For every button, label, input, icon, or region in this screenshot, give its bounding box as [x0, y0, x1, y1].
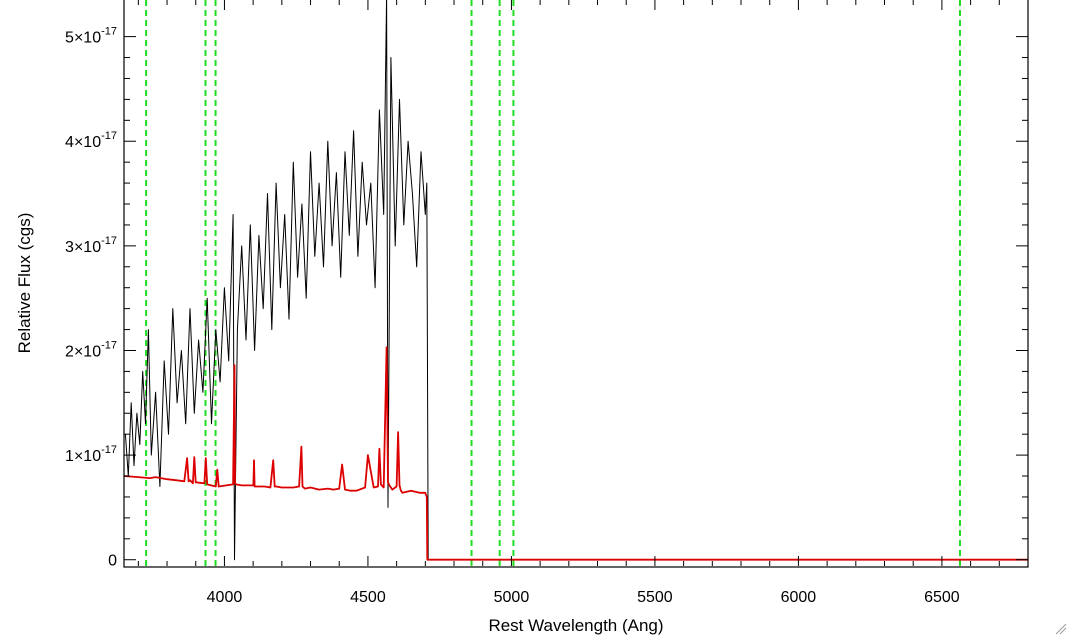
plot-frame: [123, 0, 1029, 568]
x-tick-label: 5500: [637, 589, 673, 606]
y-tick-label: 1×10-17: [65, 444, 117, 465]
spectrum-series-group: [123, 0, 1028, 561]
emission-line-markers: [145, 0, 961, 566]
x-axis-title: Rest Wavelength (Ang): [488, 616, 663, 635]
y-tick-label: 3×10-17: [65, 235, 117, 256]
spectrum-series-0: [124, 0, 1028, 561]
x-tick-label: 6500: [924, 589, 960, 606]
y-tick-label: 0: [108, 553, 117, 570]
x-tick-label: 6000: [781, 589, 817, 606]
spectrum-series-1: [123, 346, 1028, 561]
x-axis-ticks: 4000 4500 5000 5500 6000 6500: [137, 0, 1029, 606]
x-tick-label: 5000: [494, 589, 530, 606]
y-axis-title: Relative Flux (cgs): [15, 213, 34, 354]
y-tick-label: 5×10-17: [65, 26, 117, 47]
x-tick-label: 4500: [350, 589, 386, 606]
y-tick-label: 2×10-17: [65, 339, 117, 360]
x-tick-label: 4000: [207, 589, 243, 606]
y-axis-ticks: 0 1×10-17 2×10-17 3×10-17 4×10-17 5×10-17: [65, 26, 1028, 570]
resize-grip-icon[interactable]: [1055, 623, 1067, 635]
y-tick-label: 4×10-17: [65, 130, 117, 151]
